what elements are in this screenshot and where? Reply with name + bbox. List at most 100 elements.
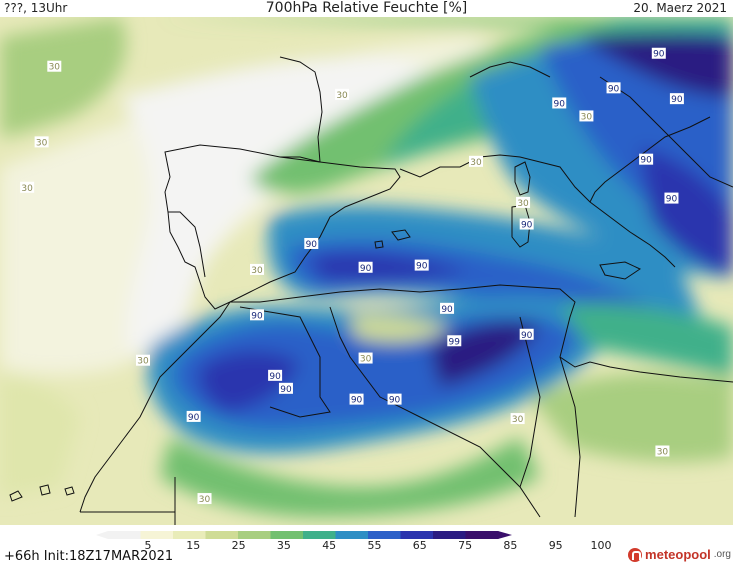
legend-tick-label: 65 [413,539,427,551]
contour-label-text: 90 [351,396,363,406]
contour-label-text: 90 [554,99,566,109]
contour-labels: 30 30 30 30 30 30 30 30 30 30 30 30 30 90 90 90 90 90 90 90… [20,47,684,505]
contour-label: 90 [639,153,654,166]
contour-label: 90 [414,259,429,272]
legend-tick-label: 45 [322,539,336,551]
contour-label-text: 90 [640,156,652,166]
contour-label-text: 90 [671,95,683,105]
legend-swatch [238,531,271,539]
contour-label-text: 30 [517,199,529,209]
contour-label-text: 30 [470,158,482,168]
legend-swatch [465,531,499,539]
contour-label: 30 [516,196,531,209]
contour-label-text: 30 [251,266,263,276]
contour-label-text: 90 [306,240,318,250]
contour-label: 90 [669,93,684,105]
contour-label: 90 [651,47,666,60]
meteopool-logo-icon [628,547,643,562]
meteopool-brand[interactable]: meteopool .org [628,547,731,562]
legend-swatch [173,531,206,539]
contour-label-text: 90 [360,264,372,274]
legend-swatch [205,531,239,539]
contour-label-text: 90 [608,84,620,94]
legend-swatch [400,531,434,539]
contour-label-text: 30 [512,415,524,425]
contour-label: 30 [20,181,35,194]
contour-label: 30 [335,88,350,101]
contour-label: 90 [440,302,455,315]
legend-tick-label: 35 [277,539,291,551]
contour-label-text: 90 [521,221,533,231]
contour-label: 30 [358,352,373,365]
contour-label: 90 [186,410,201,423]
contour-label: 90 [519,328,534,341]
run-info: +66h Init:18Z17MAR2021 [4,549,174,564]
contour-label: 90 [268,369,283,382]
legend-swatch [368,531,401,539]
contour-label-text: 30 [360,355,372,365]
contour-label-text: 90 [653,50,665,60]
legend-tick-label: 25 [232,539,246,551]
legend-tick-label: 55 [368,539,382,551]
contour-label: 90 [358,261,373,274]
brand-name: meteopool [645,547,711,562]
contour-label: 30 [655,445,670,458]
contour-label: 30 [510,413,525,425]
contour-label-text: 90 [251,311,263,321]
contour-label: 90 [387,393,402,406]
contour-label-text: 99 [449,337,461,347]
contour-label-text: 90 [188,413,200,423]
legend-swatch [433,531,466,539]
contour-label-text: 90 [441,305,453,315]
contour-label: 90 [304,237,319,250]
legend-tick-label: 15 [186,539,200,551]
legend-tick-label: 95 [549,539,563,551]
contour-label-text: 90 [416,262,428,272]
legend-swatch [303,531,336,539]
map-title: 700hPa Relative Feuchte [%] [265,0,468,16]
contour-label-text: 30 [49,63,61,73]
legend-tick-label: 5 [145,539,152,551]
contour-label: 90 [519,218,534,231]
contour-label: 30 [468,155,483,168]
contour-label-text: 90 [666,195,678,205]
contour-label: 90 [664,192,679,205]
contour-label-text: 90 [280,385,292,395]
contour-label: 30 [135,354,150,367]
legend-arrow-left [96,531,108,539]
contour-label: 90 [552,97,567,109]
contour-label-text: 30 [36,138,48,148]
legend-tick-label: 85 [503,539,517,551]
legend-arrow-right [498,531,512,539]
contour-label: 30 [579,110,594,122]
contour-label-text: 30 [581,112,593,122]
contour-label: 30 [250,263,265,276]
contour-label-text: 30 [199,495,211,505]
legend-swatch [108,531,141,539]
contour-label-text: 30 [21,184,33,194]
contour-label: 90 [606,82,621,94]
brand-tld: .org [713,549,731,560]
legend-tick-label: 75 [458,539,472,551]
contour-label-text: 90 [389,396,401,406]
legend-swatch [270,531,304,539]
contour-label-text: 30 [336,91,348,101]
humidity-field [0,17,733,517]
contour-label: 30 [197,493,212,505]
legend-swatch [335,531,369,539]
contour-label: 90 [278,382,293,395]
contour-label: 30 [34,136,49,148]
contour-label: 90 [349,393,364,406]
humidity-map: 30 30 30 30 30 30 30 30 30 30 30 30 30 90 90 90 90 90 90 90… [0,17,733,525]
forecast-weekday-label: ???, 13Uhr [4,1,68,15]
contour-label-text: 30 [137,357,149,367]
contour-label-text: 90 [269,372,281,382]
contour-label: 99 [447,335,462,347]
contour-label-text: 30 [657,448,669,458]
legend-swatch [140,531,174,539]
contour-label: 30 [47,60,62,73]
color-legend: 5 15 25 35 45 55 65 75 85 95 100 [96,531,612,551]
contour-label: 90 [250,309,265,321]
legend-tick-label: 100 [591,539,612,551]
